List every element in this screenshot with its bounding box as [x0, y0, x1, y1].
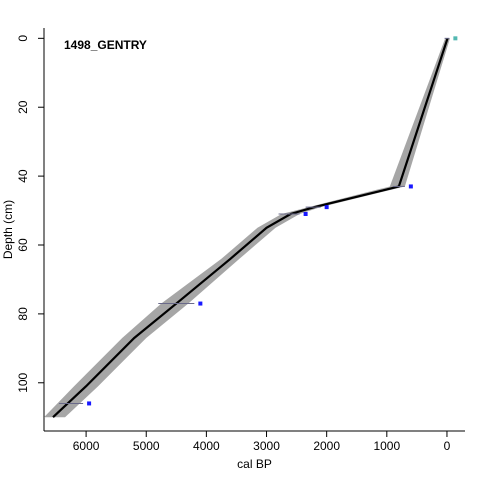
model-line	[52, 37, 449, 419]
x-axis-title: cal BP	[237, 457, 272, 471]
date-marker	[303, 212, 308, 216]
y-tick-label: 100	[16, 372, 30, 392]
y-axis-title: Depth (cm)	[1, 200, 15, 259]
y-tick-label: 40	[16, 169, 30, 183]
date-marker	[324, 205, 329, 210]
y-tick-label: 60	[16, 238, 30, 252]
x-tick-label: 3000	[253, 439, 280, 453]
x-tick-label: 4000	[193, 439, 220, 453]
x-tick-label: 5000	[133, 439, 160, 453]
y-tick-label: 20	[16, 100, 30, 114]
y-tick-label: 0	[16, 35, 30, 42]
date-marker	[408, 184, 413, 189]
y-tick-label: 80	[16, 307, 30, 321]
uncertainty-band	[44, 38, 450, 418]
x-tick-label: 2000	[313, 439, 340, 453]
date-marker	[453, 36, 458, 41]
x-tick-label: 0	[444, 439, 451, 453]
x-tick-label: 1000	[373, 439, 400, 453]
date-marker	[198, 301, 203, 306]
plot-title: 1498_GENTRY	[64, 38, 147, 52]
date-marker	[87, 401, 92, 406]
x-tick-label: 6000	[73, 439, 100, 453]
